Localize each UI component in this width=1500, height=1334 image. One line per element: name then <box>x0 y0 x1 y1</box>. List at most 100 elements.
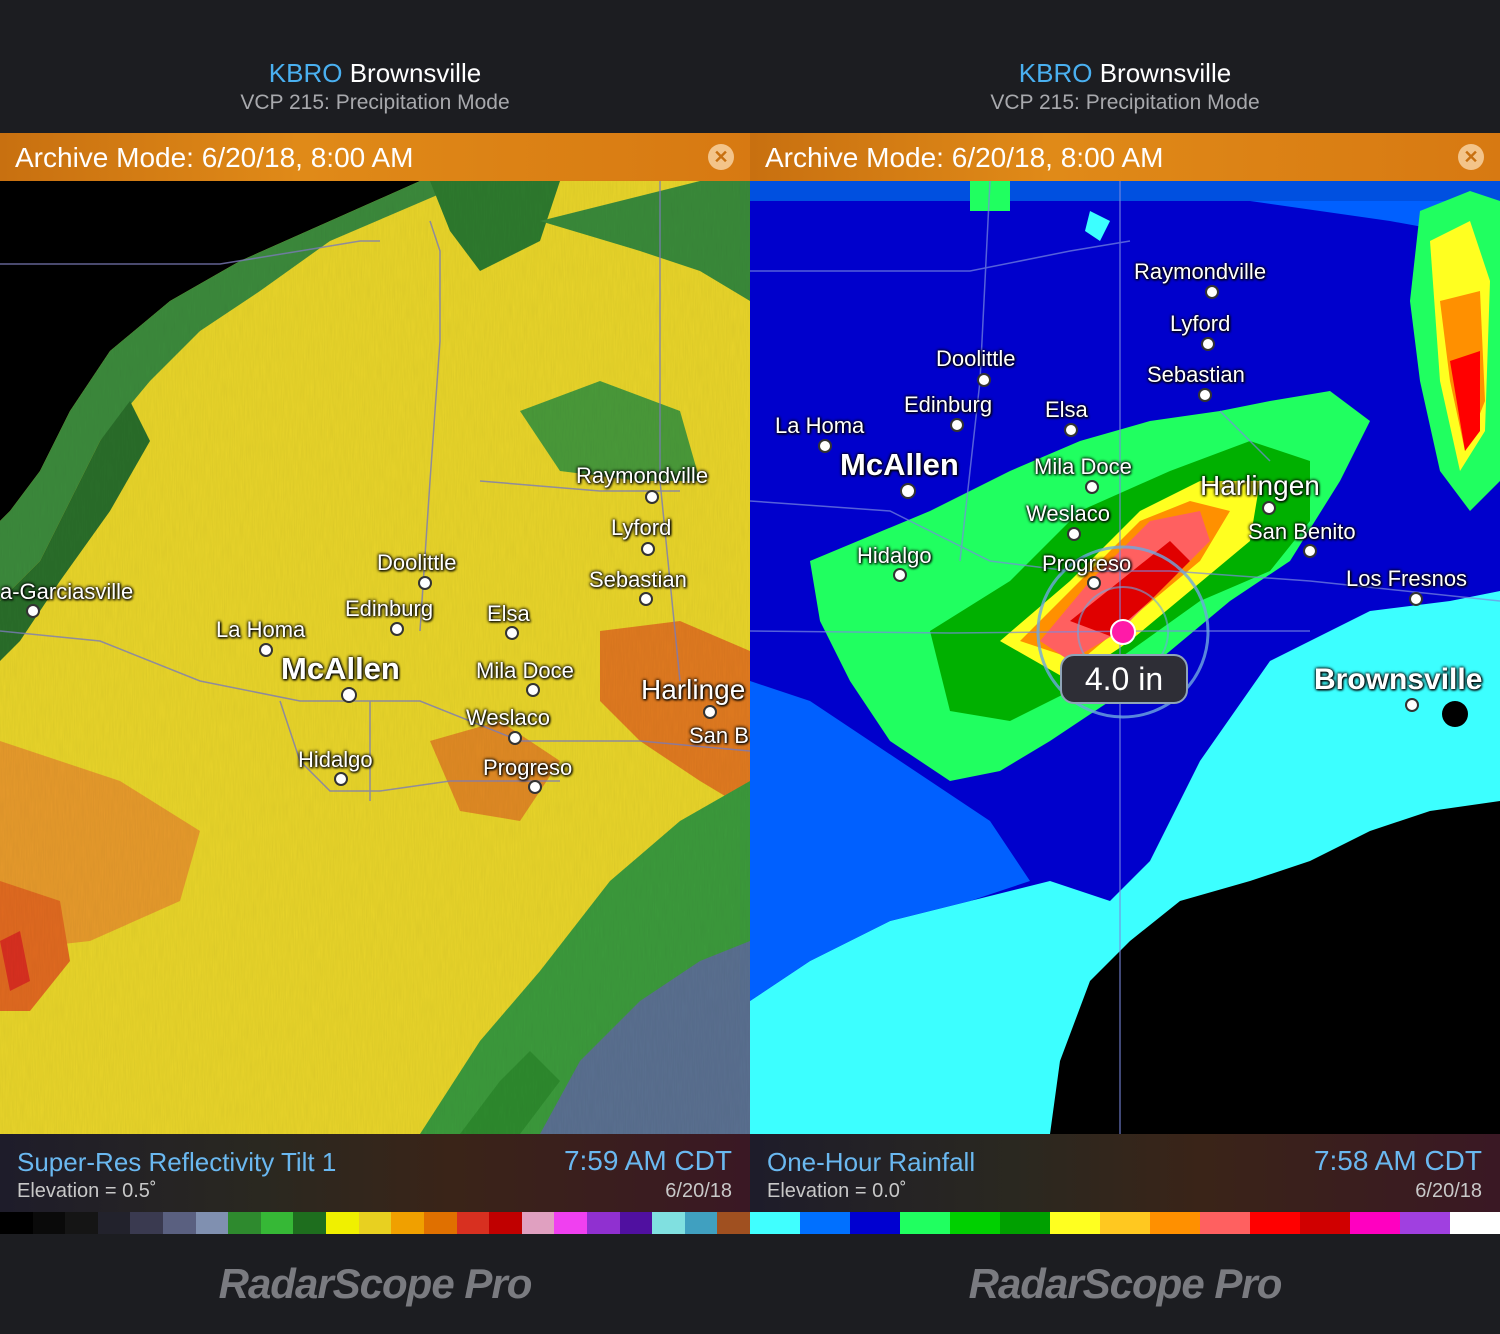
brand-logo-text: RadarScope Pro <box>968 1260 1283 1307</box>
city-marker <box>645 490 659 504</box>
city-marker <box>1205 285 1219 299</box>
elevation-text: Elevation = 0.0˚ <box>767 1180 907 1202</box>
color-scale-swatch <box>850 1212 900 1234</box>
elevation-text: Elevation = 0.5˚ <box>17 1180 157 1202</box>
color-scale-swatch <box>1050 1212 1100 1234</box>
city-label: San B <box>689 723 749 748</box>
color-scale-swatch <box>800 1212 850 1234</box>
color-scale-swatch <box>293 1212 327 1234</box>
city-label: Weslaco <box>466 705 550 730</box>
color-scale-swatch <box>0 1212 33 1234</box>
archive-banner[interactable]: Archive Mode: 6/20/18, 8:00 AM ✕ <box>750 133 1500 181</box>
radar-map[interactable]: Raymondville Lyford Doolittle Sebastian … <box>750 181 1500 1134</box>
color-scale-swatch <box>1300 1212 1350 1234</box>
color-scale-swatch <box>65 1212 98 1234</box>
close-archive-icon[interactable]: ✕ <box>1458 144 1484 170</box>
city-marker <box>977 373 991 387</box>
city-label: Mila Doce <box>1034 454 1132 479</box>
color-scale-swatch <box>1000 1212 1050 1234</box>
scan-date: 6/20/18 <box>665 1180 732 1202</box>
city-marker <box>1201 337 1215 351</box>
color-scale-swatch <box>260 1212 294 1234</box>
station-name: Brownsville <box>1099 58 1232 88</box>
city-label: Raymondville <box>1134 259 1267 284</box>
city-marker <box>390 622 404 636</box>
color-scale-swatch <box>423 1212 457 1234</box>
color-scale-swatch <box>1400 1212 1450 1234</box>
city-marker <box>1067 527 1081 541</box>
city-label-major: Brownsville <box>1314 663 1483 696</box>
city-marker <box>818 439 832 453</box>
city-label: Los Fresnos <box>1346 566 1468 591</box>
city-label: Weslaco <box>1026 501 1110 526</box>
station-id: KBRO <box>1018 58 1093 88</box>
city-marker <box>900 483 916 499</box>
product-info-bar[interactable]: Super-Res Reflectivity Tilt 1 Elevation … <box>0 1134 750 1212</box>
color-scale-swatch <box>358 1212 392 1234</box>
color-scale-swatch <box>456 1212 490 1234</box>
color-scale-swatch <box>1100 1212 1150 1234</box>
city-marker <box>1303 544 1317 558</box>
color-scale-swatch <box>652 1212 685 1234</box>
archive-banner[interactable]: Archive Mode: 6/20/18, 8:00 AM ✕ <box>0 133 750 181</box>
city-label: Mila Doce <box>476 658 574 683</box>
city-marker <box>1409 592 1423 606</box>
color-scale-swatch <box>326 1212 359 1234</box>
city-marker <box>1087 576 1101 590</box>
city-marker <box>893 568 907 582</box>
color-scale-swatch <box>1150 1212 1200 1234</box>
city-label-major: Harlingen <box>1200 470 1320 501</box>
city-marker <box>505 626 519 640</box>
product-info-bar[interactable]: One-Hour Rainfall Elevation = 0.0˚ 7:58 … <box>750 1134 1500 1212</box>
product-name: One-Hour Rainfall <box>767 1147 976 1177</box>
vcp-mode: VCP 215: Precipitation Mode <box>240 91 510 114</box>
close-archive-icon[interactable]: ✕ <box>708 144 734 170</box>
station-header[interactable]: KBRO Brownsville VCP 215: Precipitation … <box>750 0 1500 133</box>
color-scale-swatch <box>684 1212 718 1234</box>
rainfall-readout[interactable]: 4.0 in <box>1060 654 1188 704</box>
color-scale-swatch <box>950 1212 1000 1234</box>
city-marker <box>1085 480 1099 494</box>
color-scale-swatch <box>619 1212 653 1234</box>
city-marker <box>26 604 40 618</box>
city-label: Edinburg <box>345 596 434 621</box>
color-scale-swatch <box>900 1212 950 1234</box>
color-scale-swatch <box>32 1212 66 1234</box>
radar-map[interactable]: Raymondville Lyford Sebastian Doolittle … <box>0 181 750 1134</box>
city-label: La Homa <box>775 413 865 438</box>
city-label: Elsa <box>1045 397 1088 422</box>
city-label: Progreso <box>483 755 573 780</box>
city-label: Sebastian <box>1147 362 1245 387</box>
city-label: Doolittle <box>936 346 1016 371</box>
city-marker <box>526 683 540 697</box>
brand-footer: RadarScope Pro <box>0 1234 750 1334</box>
city-label: Doolittle <box>377 550 457 575</box>
city-marker <box>1262 501 1276 515</box>
city-marker <box>950 418 964 432</box>
station-header[interactable]: KBRO Brownsville VCP 215: Precipitation … <box>0 0 750 133</box>
archive-mode-text: Archive Mode: 6/20/18, 8:00 AM <box>765 142 1164 173</box>
city-marker <box>1198 388 1212 402</box>
color-scale-swatch <box>586 1212 620 1234</box>
color-scale-swatch <box>521 1212 555 1234</box>
color-scale-swatch <box>1350 1212 1400 1234</box>
city-marker <box>639 592 653 606</box>
color-scale-swatch <box>1250 1212 1300 1234</box>
color-scale-swatch <box>130 1212 164 1234</box>
color-scale-swatch <box>97 1212 131 1234</box>
city-label-major: McAllen <box>840 447 959 482</box>
panel-reflectivity: KBRO Brownsville VCP 215: Precipitation … <box>0 0 750 1334</box>
city-marker <box>418 576 432 590</box>
scan-time: 7:58 AM CDT <box>1313 1145 1482 1176</box>
city-marker <box>341 687 357 703</box>
city-marker <box>528 780 542 794</box>
panel-rainfall: KBRO Brownsville VCP 215: Precipitation … <box>750 0 1500 1334</box>
city-label: Sebastian <box>589 567 687 592</box>
archive-mode-text: Archive Mode: 6/20/18, 8:00 AM <box>15 142 414 173</box>
city-label: Hidalgo <box>857 543 932 568</box>
city-marker <box>641 542 655 556</box>
color-scale <box>750 1212 1500 1234</box>
city-marker <box>1405 698 1419 712</box>
city-label: La Homa <box>216 617 306 642</box>
reflectivity-image <box>0 181 750 1134</box>
